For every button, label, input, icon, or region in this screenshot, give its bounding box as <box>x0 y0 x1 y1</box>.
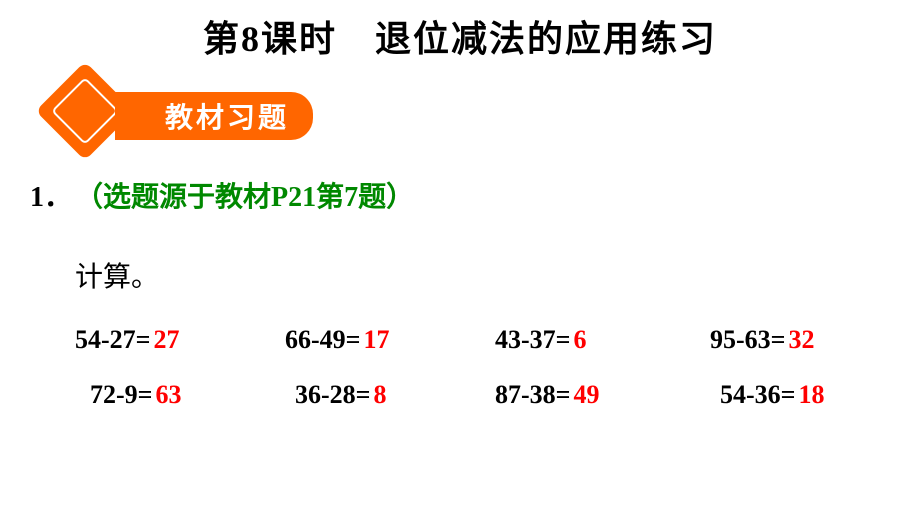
expression: 95-63= <box>710 325 785 355</box>
question-source: （选题源于教材P21第7题） <box>75 175 414 215</box>
problem-item: 72-9= 63 <box>90 380 295 410</box>
problem-item: 43-37= 6 <box>495 325 710 355</box>
problem-row: 72-9= 63 36-28= 8 87-38= 49 54-36= 18 <box>90 380 920 410</box>
problem-item: 87-38= 49 <box>495 380 720 410</box>
answer: 17 <box>363 325 389 355</box>
answer: 27 <box>153 325 179 355</box>
problem-item: 66-49= 17 <box>285 325 495 355</box>
problem-item: 54-27= 27 <box>75 325 285 355</box>
instruction-text: 计算。 <box>75 255 159 295</box>
expression: 43-37= <box>495 325 570 355</box>
section-label: 教材习题 <box>115 92 313 140</box>
answer: 8 <box>373 380 386 410</box>
expression: 66-49= <box>285 325 360 355</box>
answer: 32 <box>788 325 814 355</box>
expression: 72-9= <box>90 380 152 410</box>
problem-item: 36-28= 8 <box>295 380 495 410</box>
problem-item: 54-36= 18 <box>720 380 920 410</box>
page-title: 第8课时 退位减法的应用练习 <box>0 0 920 62</box>
expression: 54-36= <box>720 380 795 410</box>
expression: 36-28= <box>295 380 370 410</box>
problems-container: 54-27= 27 66-49= 17 43-37= 6 95-63= 32 7… <box>75 325 920 435</box>
section-header: 教材习题 <box>30 84 920 144</box>
answer: 6 <box>573 325 586 355</box>
expression: 87-38= <box>495 380 570 410</box>
problem-item: 95-63= 32 <box>710 325 920 355</box>
problem-row: 54-27= 27 66-49= 17 43-37= 6 95-63= 32 <box>75 325 920 355</box>
expression: 54-27= <box>75 325 150 355</box>
answer: 63 <box>155 380 181 410</box>
answer: 18 <box>798 380 824 410</box>
answer: 49 <box>573 380 599 410</box>
question-number: 1． <box>30 175 72 215</box>
